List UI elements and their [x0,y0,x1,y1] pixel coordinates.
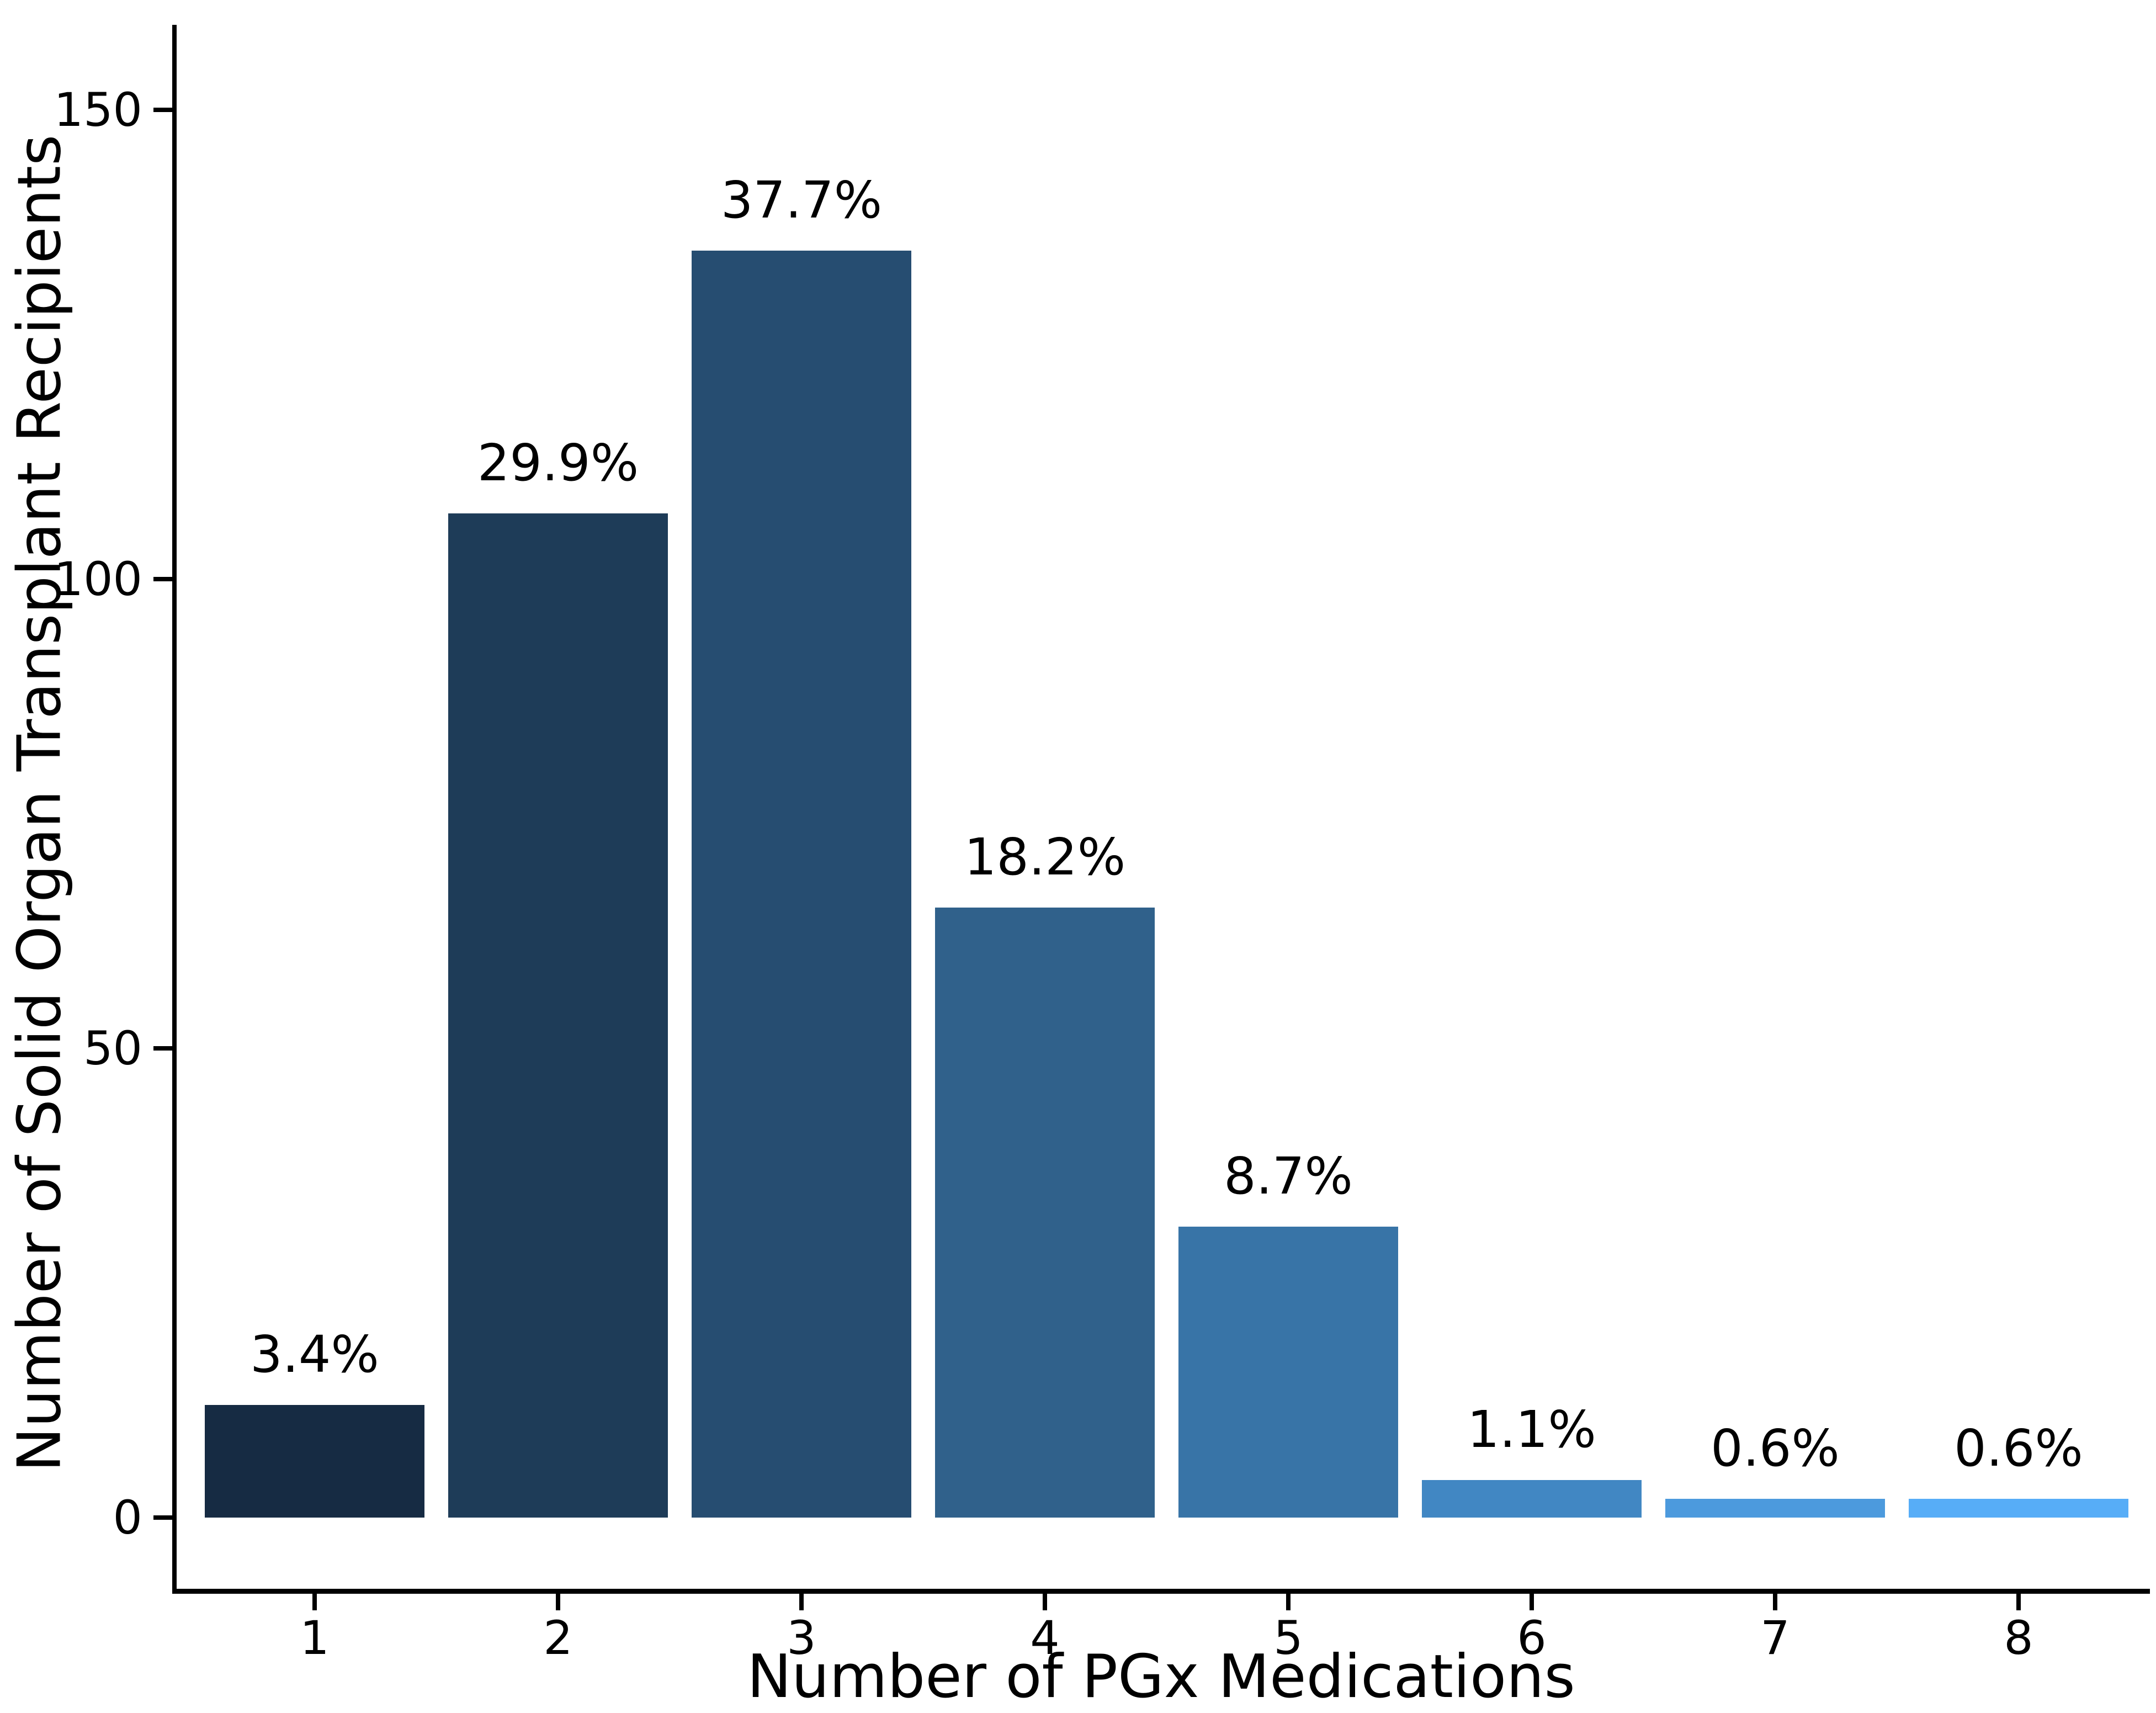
y-axis-spine [172,25,177,1594]
bar-6 [1422,1480,1642,1518]
y-tick-mark-100 [153,577,172,581]
y-tick-label-50: 50 [83,1021,142,1075]
y-tick-mark-150 [153,108,172,112]
bar-percentage-label-6: 1.1% [1467,1400,1596,1459]
x-tick-label-8: 8 [2004,1611,2033,1665]
bar-percentage-label-1: 3.4% [250,1325,379,1384]
bar-3 [692,251,911,1518]
y-tick-label-100: 100 [54,552,142,606]
bar-percentage-label-5: 8.7% [1224,1147,1353,1206]
bar-1 [205,1405,424,1518]
y-tick-label-0: 0 [113,1491,142,1545]
x-tick-mark-3 [799,1594,804,1610]
x-tick-label-6: 6 [1517,1611,1547,1665]
bar-2 [448,513,668,1518]
x-tick-mark-5 [1286,1594,1291,1610]
bar-percentage-label-3: 37.7% [720,171,883,230]
x-tick-mark-8 [2016,1594,2021,1610]
x-tick-mark-4 [1043,1594,1047,1610]
x-tick-mark-1 [312,1594,317,1610]
y-tick-mark-50 [153,1046,172,1051]
bar-8 [1909,1499,2128,1518]
bar-percentage-label-8: 0.6% [1954,1419,2083,1478]
bar-5 [1178,1227,1398,1518]
x-tick-mark-6 [1530,1594,1534,1610]
x-tick-label-7: 7 [1760,1611,1790,1665]
x-tick-label-5: 5 [1273,1611,1303,1665]
bar-percentage-label-4: 18.2% [964,828,1126,887]
x-axis-spine [172,1589,2150,1594]
x-tick-label-2: 2 [543,1611,573,1665]
y-axis-title: Number of Solid Organ Transplant Recipie… [5,134,75,1472]
bar-4 [935,908,1155,1518]
bar-percentage-label-7: 0.6% [1711,1419,1840,1478]
bar-7 [1665,1499,1885,1518]
x-tick-label-3: 3 [787,1611,816,1665]
y-tick-label-150: 150 [54,83,142,137]
y-tick-mark-0 [153,1515,172,1520]
x-tick-mark-2 [556,1594,560,1610]
x-tick-label-1: 1 [300,1611,330,1665]
bar-percentage-label-2: 29.9% [477,433,639,492]
x-axis-title: Number of PGx Medications [747,1642,1575,1711]
x-tick-mark-7 [1773,1594,1777,1610]
x-tick-label-4: 4 [1030,1611,1060,1665]
